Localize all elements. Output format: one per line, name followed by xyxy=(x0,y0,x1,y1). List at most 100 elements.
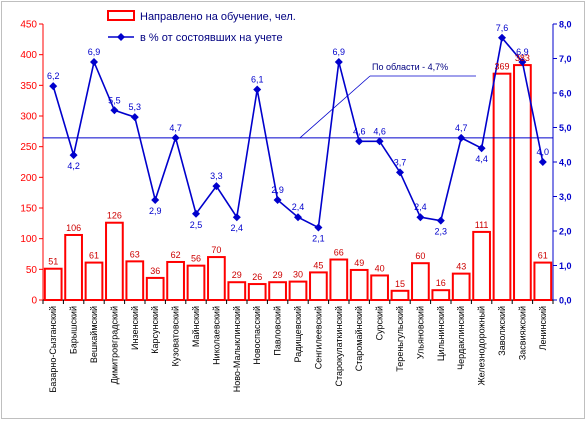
percent-marker xyxy=(232,213,241,222)
percent-value-label: 4,7 xyxy=(455,123,468,133)
bar-value-label: 15 xyxy=(395,279,405,289)
line-series-group xyxy=(49,33,547,232)
bar xyxy=(43,267,63,302)
category-label: Сенгилеевский xyxy=(313,306,323,369)
bar-value-label: 383 xyxy=(515,53,530,63)
bar-value-label: 61 xyxy=(89,251,99,261)
right-axis-tick-label: 4,0 xyxy=(559,158,572,168)
percent-value-label: 2,1 xyxy=(312,234,325,244)
category-label: Николаевский xyxy=(211,306,221,365)
bar xyxy=(431,289,451,302)
percent-value-label: 6,9 xyxy=(333,47,346,57)
right-axis-tick-label: 6,0 xyxy=(559,89,572,99)
bar xyxy=(145,276,165,302)
bar-value-label: 60 xyxy=(415,251,425,261)
bar-value-label: 106 xyxy=(66,223,81,233)
percent-marker xyxy=(498,33,506,42)
category-label: Ленинский xyxy=(538,306,548,350)
percent-marker xyxy=(477,144,486,153)
bar xyxy=(492,72,512,302)
percent-value-label: 6,9 xyxy=(88,47,101,57)
legend-bar-swatch xyxy=(107,10,135,21)
percent-marker xyxy=(212,182,221,191)
percent-marker xyxy=(171,133,180,142)
left-axis-tick-label: 200 xyxy=(20,173,37,184)
category-label: Димитровградский xyxy=(109,306,119,384)
percent-marker xyxy=(90,57,98,66)
percent-marker xyxy=(355,137,364,146)
percent-marker xyxy=(110,106,119,115)
legend: Направлено на обучение, чел. в % от сост… xyxy=(107,10,296,44)
category-label: Павловский xyxy=(273,306,283,356)
left-axis-tick-label: 300 xyxy=(20,112,37,123)
right-axis-tick-label: 7,0 xyxy=(559,54,572,64)
percent-value-label: 4,6 xyxy=(353,126,366,136)
percent-value-label: 2,5 xyxy=(190,220,203,230)
reference-leader-line xyxy=(299,75,371,139)
percent-marker xyxy=(538,158,547,166)
category-label: Железнодорожный xyxy=(477,306,487,386)
category-label: Старомайнский xyxy=(354,306,364,371)
right-axis-tick-label: 1,0 xyxy=(559,261,572,271)
percent-value-label: 2,4 xyxy=(292,202,305,212)
percent-value-label: 3,3 xyxy=(210,171,223,181)
bar xyxy=(513,64,532,301)
percent-marker xyxy=(416,213,425,222)
bar xyxy=(125,260,145,301)
percent-value-label: 4,4 xyxy=(475,154,488,164)
bar xyxy=(472,230,491,301)
bar-value-label: 56 xyxy=(191,254,201,264)
percent-value-label: 7,6 xyxy=(496,23,509,33)
right-axis-tick-label: 0,0 xyxy=(559,296,572,306)
category-label: Кузоватовский xyxy=(171,306,181,366)
bar-value-label: 66 xyxy=(334,248,344,258)
bar xyxy=(370,274,389,302)
bar xyxy=(207,256,226,302)
percent-marker xyxy=(192,209,200,218)
percent-value-label: 2,4 xyxy=(231,223,244,233)
bar-value-label: 36 xyxy=(150,266,160,276)
percent-value-label: 5,3 xyxy=(129,102,142,112)
percent-value-label: 3,7 xyxy=(394,157,407,167)
left-axis-tick-label: 350 xyxy=(20,81,37,92)
percent-marker xyxy=(253,85,262,94)
bar-value-label: 51 xyxy=(48,257,58,267)
data-labels: 51 106 61 126 63 36 62 56 70 29 26 29 30 45 66 49 40 15 60… xyxy=(47,23,549,289)
bar-value-label: 49 xyxy=(354,258,364,268)
bar-value-label: 16 xyxy=(436,278,446,288)
category-label: Новоспасский xyxy=(252,306,262,365)
category-labels: Базарно-Сызганский Барышский Вешкаймский Ди… xyxy=(48,306,548,393)
bar-value-label: 62 xyxy=(171,250,181,260)
category-label: Чердаклинский xyxy=(456,306,466,370)
right-axis-tick-label: 5,0 xyxy=(559,123,572,133)
bar-value-label: 30 xyxy=(293,270,303,280)
category-label: Тереньгульский xyxy=(395,306,405,372)
category-label: Сурский xyxy=(375,306,385,340)
category-label: Майнский xyxy=(191,306,201,347)
left-axis-tick-label: 400 xyxy=(20,50,37,61)
percent-value-label: 4,0 xyxy=(537,147,550,157)
percent-marker xyxy=(151,195,160,204)
percent-marker xyxy=(457,133,466,142)
percent-value-label: 4,6 xyxy=(373,126,386,136)
percent-marker xyxy=(334,57,343,66)
left-axis-tick-label: 250 xyxy=(20,142,37,153)
axes: 0 50 100 150 200 250 300 350 400 450 0,0 1,0 2,0 3,0 4… xyxy=(20,20,571,307)
category-label: Вешкаймский xyxy=(89,306,99,363)
bar xyxy=(227,281,247,302)
bar xyxy=(288,280,308,302)
percent-value-label: 6,1 xyxy=(251,75,264,85)
category-label: Засвияжский xyxy=(517,306,527,360)
bar xyxy=(309,271,328,301)
right-axis-tick-label: 2,0 xyxy=(559,227,572,237)
bar xyxy=(268,281,287,302)
bar-value-label: 26 xyxy=(252,272,262,282)
percent-value-label: 4,2 xyxy=(67,161,80,171)
percent-marker xyxy=(130,113,139,122)
bar xyxy=(390,289,410,301)
percent-marker xyxy=(396,168,404,177)
percent-marker xyxy=(49,82,58,91)
right-axis-tick-label: 3,0 xyxy=(559,192,572,202)
category-label: Барышский xyxy=(69,306,79,354)
category-label: Ульяновский xyxy=(415,306,425,359)
